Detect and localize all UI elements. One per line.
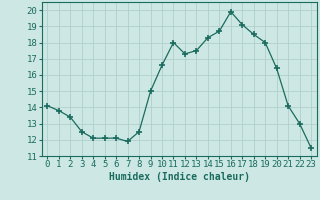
X-axis label: Humidex (Indice chaleur): Humidex (Indice chaleur) [109,172,250,182]
